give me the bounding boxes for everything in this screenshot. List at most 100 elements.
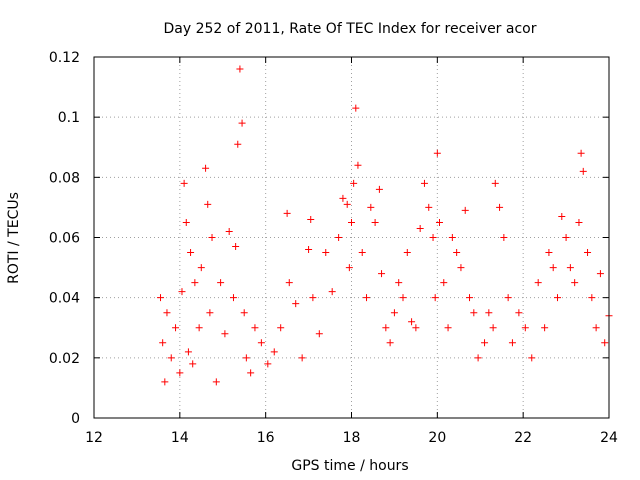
data-point bbox=[408, 318, 416, 326]
data-point bbox=[251, 324, 259, 332]
data-point bbox=[184, 348, 192, 356]
data-point bbox=[182, 218, 190, 226]
data-point bbox=[592, 324, 600, 332]
chart-title: Day 252 of 2011, Rate Of TEC Index for r… bbox=[164, 21, 537, 37]
data-point bbox=[167, 354, 175, 362]
data-point bbox=[285, 279, 293, 287]
data-point bbox=[270, 348, 278, 356]
data-point bbox=[584, 249, 592, 257]
data-point bbox=[433, 149, 441, 157]
data-point bbox=[197, 264, 205, 272]
data-point bbox=[461, 206, 469, 214]
data-point bbox=[425, 203, 433, 211]
data-point bbox=[305, 246, 313, 254]
data-point bbox=[350, 179, 358, 187]
data-point bbox=[466, 294, 474, 302]
data-point bbox=[457, 264, 465, 272]
y-tick-label: 0.1 bbox=[58, 110, 80, 126]
data-point bbox=[444, 324, 452, 332]
data-point bbox=[240, 309, 248, 317]
data-point bbox=[545, 249, 553, 257]
data-point bbox=[292, 300, 300, 308]
data-point bbox=[283, 209, 291, 217]
data-point bbox=[229, 294, 237, 302]
data-point bbox=[416, 224, 424, 232]
data-point bbox=[328, 288, 336, 296]
data-point bbox=[549, 264, 557, 272]
data-point bbox=[474, 354, 482, 362]
data-point bbox=[500, 234, 508, 241]
data-point bbox=[571, 279, 579, 287]
data-point bbox=[435, 218, 443, 226]
data-point bbox=[161, 378, 169, 386]
y-tick-label: 0.02 bbox=[49, 351, 80, 367]
data-point bbox=[257, 339, 265, 347]
data-point bbox=[232, 243, 240, 251]
data-point bbox=[566, 264, 574, 272]
data-point bbox=[358, 249, 366, 257]
data-point bbox=[534, 279, 542, 287]
y-tick-label: 0 bbox=[71, 411, 80, 427]
x-tick-labels: 12 14 16 18 20 22 24 bbox=[85, 430, 618, 446]
data-point bbox=[354, 161, 362, 169]
data-point bbox=[363, 294, 371, 302]
data-point bbox=[225, 227, 233, 235]
y-tick-label: 0.06 bbox=[49, 231, 80, 247]
data-point bbox=[238, 119, 246, 127]
data-point bbox=[322, 249, 330, 257]
data-point bbox=[429, 234, 437, 241]
data-point bbox=[448, 234, 456, 241]
data-point bbox=[378, 270, 386, 278]
x-tick-label: 24 bbox=[600, 430, 618, 446]
data-point bbox=[309, 294, 317, 302]
data-point bbox=[601, 339, 609, 347]
data-point bbox=[596, 270, 604, 278]
data-point bbox=[339, 194, 347, 202]
data-points bbox=[157, 65, 613, 386]
data-point bbox=[298, 354, 306, 362]
data-point bbox=[191, 279, 199, 287]
data-point bbox=[343, 200, 351, 208]
data-point bbox=[504, 294, 512, 302]
data-point bbox=[159, 339, 167, 347]
data-point bbox=[515, 309, 523, 317]
data-point bbox=[202, 164, 210, 172]
data-point bbox=[307, 215, 315, 223]
data-point bbox=[335, 234, 343, 241]
data-point bbox=[178, 288, 186, 296]
data-point bbox=[352, 104, 360, 112]
data-point bbox=[496, 203, 504, 211]
y-tick-labels: 0 0.02 0.04 0.06 0.08 0.1 0.12 bbox=[49, 50, 80, 427]
data-point bbox=[157, 294, 165, 302]
data-point bbox=[431, 294, 439, 302]
data-point bbox=[234, 140, 242, 148]
y-tick-label: 0.12 bbox=[49, 50, 80, 66]
data-point bbox=[348, 218, 355, 226]
y-tick-label: 0.08 bbox=[49, 170, 80, 186]
x-tick-label: 22 bbox=[514, 430, 532, 446]
data-point bbox=[489, 324, 497, 332]
data-point bbox=[208, 234, 216, 241]
data-point bbox=[420, 179, 428, 187]
x-tick-label: 16 bbox=[257, 430, 275, 446]
x-tick-label: 14 bbox=[171, 430, 189, 446]
data-point bbox=[395, 279, 403, 287]
data-point bbox=[206, 309, 214, 317]
data-point bbox=[491, 179, 499, 187]
data-point bbox=[367, 203, 375, 211]
data-point bbox=[541, 324, 549, 332]
data-point bbox=[453, 249, 461, 257]
data-point bbox=[481, 339, 489, 347]
y-tick-label: 0.04 bbox=[49, 291, 80, 307]
data-point bbox=[588, 294, 596, 302]
data-point bbox=[236, 65, 244, 73]
data-point bbox=[217, 279, 225, 287]
data-point bbox=[575, 218, 583, 226]
data-point bbox=[315, 330, 323, 338]
data-point bbox=[277, 324, 285, 332]
data-point bbox=[390, 309, 398, 317]
data-point bbox=[212, 378, 220, 386]
data-point bbox=[562, 234, 570, 241]
